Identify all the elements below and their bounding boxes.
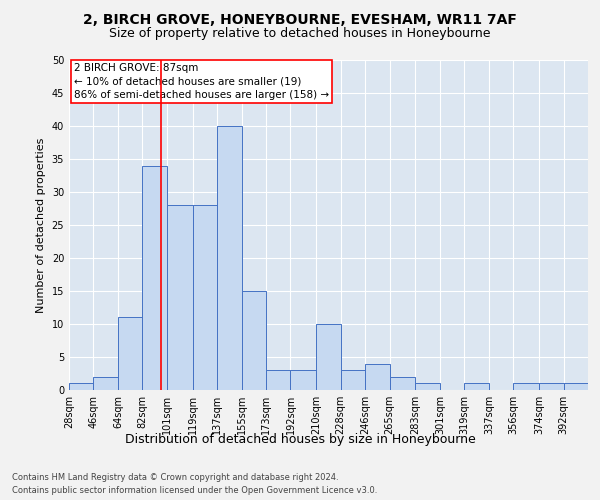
Bar xyxy=(193,205,217,390)
Text: Size of property relative to detached houses in Honeybourne: Size of property relative to detached ho… xyxy=(109,28,491,40)
Bar xyxy=(563,384,588,390)
Y-axis label: Number of detached properties: Number of detached properties xyxy=(36,138,46,312)
Bar xyxy=(365,364,389,390)
Bar xyxy=(167,205,193,390)
Text: Contains HM Land Registry data © Crown copyright and database right 2024.: Contains HM Land Registry data © Crown c… xyxy=(12,472,338,482)
Bar xyxy=(539,384,563,390)
Text: Contains public sector information licensed under the Open Government Licence v3: Contains public sector information licen… xyxy=(12,486,377,495)
Bar xyxy=(69,384,94,390)
Bar xyxy=(242,291,266,390)
Bar xyxy=(341,370,365,390)
Bar xyxy=(316,324,341,390)
Bar xyxy=(142,166,167,390)
Bar xyxy=(389,377,415,390)
Text: 2 BIRCH GROVE: 87sqm
← 10% of detached houses are smaller (19)
86% of semi-detac: 2 BIRCH GROVE: 87sqm ← 10% of detached h… xyxy=(74,64,329,100)
Bar xyxy=(266,370,290,390)
Text: Distribution of detached houses by size in Honeybourne: Distribution of detached houses by size … xyxy=(125,432,475,446)
Bar xyxy=(290,370,316,390)
Bar xyxy=(217,126,242,390)
Bar xyxy=(94,377,118,390)
Bar xyxy=(513,384,539,390)
Bar xyxy=(464,384,489,390)
Bar xyxy=(415,384,440,390)
Bar xyxy=(118,318,142,390)
Text: 2, BIRCH GROVE, HONEYBOURNE, EVESHAM, WR11 7AF: 2, BIRCH GROVE, HONEYBOURNE, EVESHAM, WR… xyxy=(83,12,517,26)
